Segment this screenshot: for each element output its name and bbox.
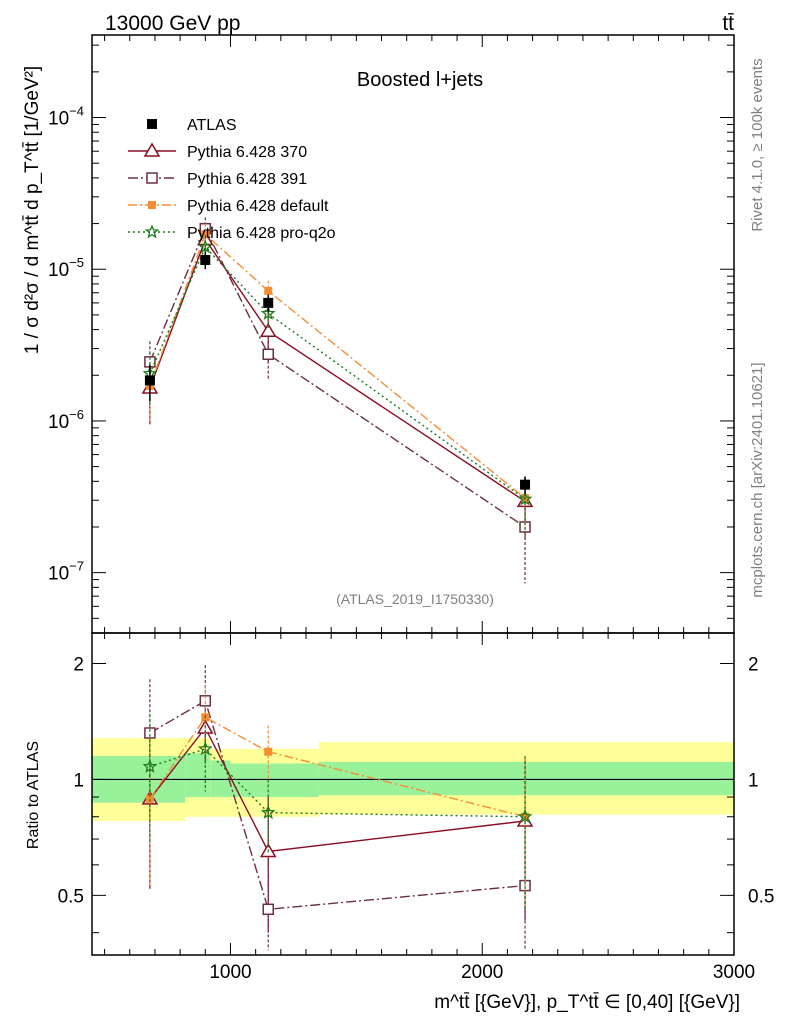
- rivet-label: Rivet 4.1.0, ≥ 100k events: [749, 58, 766, 231]
- legend-label: ATLAS: [187, 117, 237, 134]
- point-pythia-6-428-pro-q2o: [260, 305, 276, 320]
- legend-marker: [144, 224, 160, 239]
- ratio-line-pythia-6-428-370: [149, 726, 526, 853]
- ratio-point-pythia-6-428-391: [144, 727, 156, 739]
- legend-marker: [148, 201, 156, 209]
- axes: 1000 2000 3000 10−7 10−6 10−5 10−4 0.5 0.5 1 1 2 2: [48, 34, 774, 983]
- ratio-y-tick-label-right: 0.5: [748, 886, 774, 907]
- mcplots-label: mcplots.cern.ch [arXiv:2401.10621]: [749, 362, 766, 597]
- ratio-y-tick-label: 0.5: [58, 886, 84, 907]
- x-axis-label: m^tt̄ [{GeV}], p_T^tt̄ ∈ [0,40] [{GeV}]: [434, 992, 740, 1013]
- point-pythia-6-428-391: [262, 348, 274, 361]
- y-tick-label: 10−7: [48, 559, 84, 585]
- y-tick-label: 10−5: [48, 255, 84, 281]
- chart-title: Boosted l+jets: [357, 69, 483, 91]
- ratio-line-pythia-6-428-pro-q2o: [149, 748, 526, 818]
- header-energy: 13000 GeV pp: [105, 12, 240, 35]
- legend-marker: [147, 119, 157, 129]
- point-pythia-6-428-pro-q2o: [197, 239, 213, 254]
- inner-band-bin: [210, 760, 231, 798]
- point-pythia-6-428-pro-q2o: [517, 491, 533, 506]
- legend-label: Pythia 6.428 default: [187, 198, 329, 215]
- y-tick-label: 10−4: [48, 104, 84, 130]
- ratio-frame: [91, 632, 735, 956]
- series-line-pythia-6-428-default: [149, 233, 526, 499]
- ratio-line-pythia-6-428-391: [149, 699, 526, 911]
- data-point: [263, 297, 274, 308]
- point-pythia-6-428-370: [259, 322, 277, 338]
- legend-label: Pythia 6.428 391: [187, 171, 307, 188]
- ratio-point-pythia-6-428-pro-q2o: [260, 804, 276, 819]
- ratio-point-pythia-6-428-pro-q2o: [517, 808, 533, 824]
- series-line-pythia-6-428-370: [149, 238, 526, 502]
- legend-label: Pythia 6.428 pro-q2o: [187, 225, 336, 242]
- ratio-point-pythia-6-428-391: [199, 695, 212, 707]
- series-line-pythia-6-428-pro-q2o: [149, 245, 526, 500]
- inner-band-bin: [185, 753, 211, 798]
- ratio-y-tick-label: 2: [73, 654, 84, 675]
- analysis-label: (ATLAS_2019_I1750330): [336, 591, 494, 607]
- legend-marker: [143, 142, 161, 157]
- legend-label: Pythia 6.428 370: [187, 144, 307, 161]
- point-pythia-6-428-default: [201, 230, 210, 239]
- ratio-point-pythia-6-428-pro-q2o: [142, 758, 158, 773]
- main-y-axis-label: 1 / σ d²σ / d m^tt̄ d p_T^tt̄ [1/GeV²]: [22, 66, 43, 354]
- ratio-point-pythia-6-428-391: [262, 903, 274, 916]
- ratio-point-pythia-6-428-default: [264, 747, 273, 756]
- ratio-point-pythia-6-428-pro-q2o: [197, 741, 213, 756]
- data-point: [200, 255, 211, 266]
- ratio-y-tick-label-right: 1: [748, 770, 759, 791]
- legend: ATLAS Pythia 6.428 370 Pythia 6.428 391 Pyt…: [128, 117, 336, 242]
- ratio-line-pythia-6-428-default: [149, 716, 526, 818]
- x-tick-label: 3000: [713, 962, 755, 983]
- inner-band-bin: [230, 763, 319, 798]
- data-point: [520, 479, 531, 490]
- ratio-y-tick-label-right: 2: [748, 654, 759, 675]
- legend-marker: [146, 172, 158, 184]
- y-tick-label: 10−6: [48, 407, 84, 433]
- ratio-y-tick-label: 1: [73, 770, 84, 791]
- header-process: tt̄: [722, 12, 734, 35]
- ratio-plot: [92, 665, 734, 951]
- series-line-pythia-6-428-391: [149, 227, 526, 528]
- point-pythia-6-428-default: [264, 286, 273, 295]
- x-tick-label: 1000: [209, 962, 251, 983]
- x-tick-label: 2000: [461, 962, 503, 983]
- data-point: [144, 375, 155, 386]
- main-plot: [141, 217, 534, 584]
- ratio-y-axis-label: Ratio to ATLAS: [25, 741, 42, 849]
- inner-band-bin: [318, 761, 734, 796]
